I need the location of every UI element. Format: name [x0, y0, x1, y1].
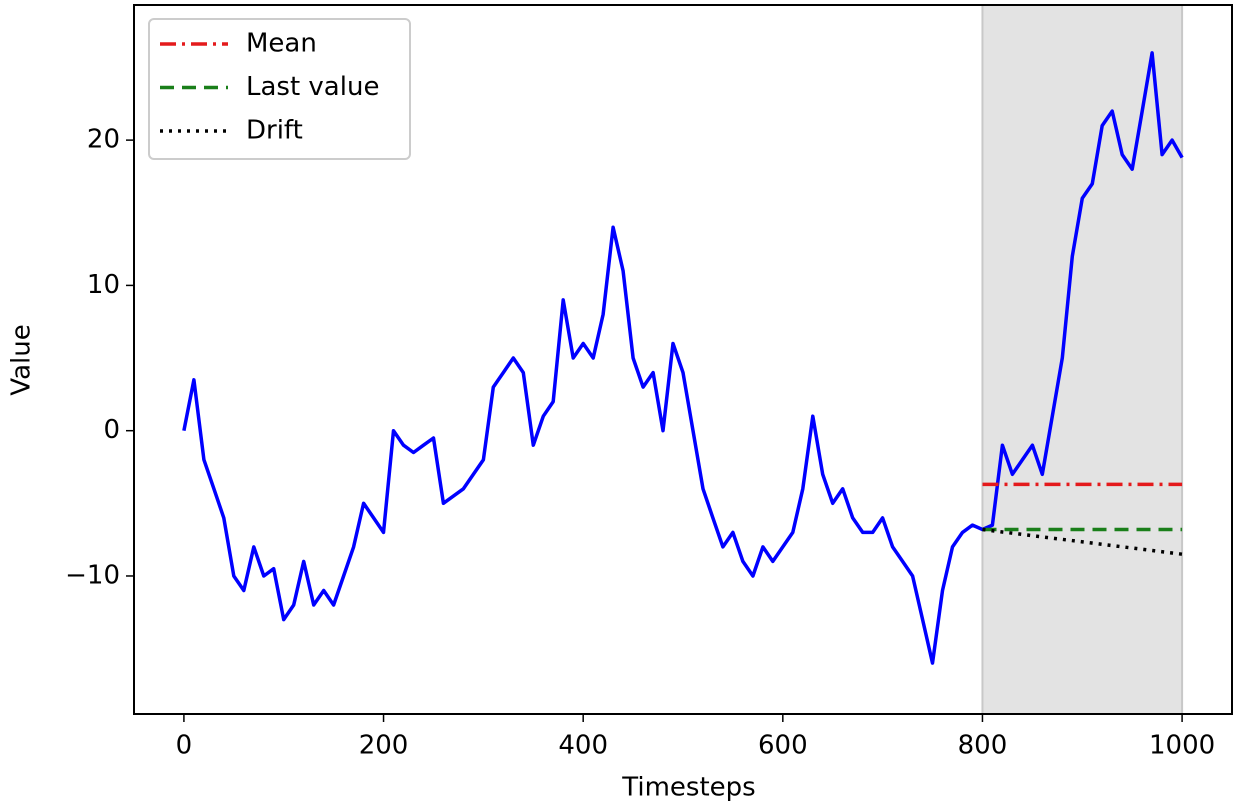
- y-tick-label: −10: [65, 560, 120, 590]
- x-tick-label: 400: [558, 731, 608, 761]
- x-tick-label: 0: [176, 731, 193, 761]
- plot-frame: [133, 4, 1233, 715]
- x-tick-label: 600: [758, 731, 808, 761]
- legend-label: Last value: [246, 72, 379, 102]
- y-tick-label: 0: [103, 415, 120, 445]
- legend-label: Mean: [246, 29, 317, 59]
- data-line: [182, 51, 1184, 665]
- x-tick-label: 1000: [1149, 731, 1215, 761]
- y-axis-label: Value: [7, 324, 37, 395]
- x-tick-label: 800: [958, 731, 1008, 761]
- y-tick-label: 10: [87, 270, 120, 300]
- x-axis-label: Timesteps: [621, 773, 755, 803]
- x-tick-label: 200: [359, 731, 409, 761]
- shaded-region: [981, 4, 1184, 715]
- y-tick-label: 20: [87, 125, 120, 155]
- legend-box: [148, 18, 411, 160]
- legend-label: Drift: [246, 116, 303, 146]
- forecast-line: [982, 527, 1183, 556]
